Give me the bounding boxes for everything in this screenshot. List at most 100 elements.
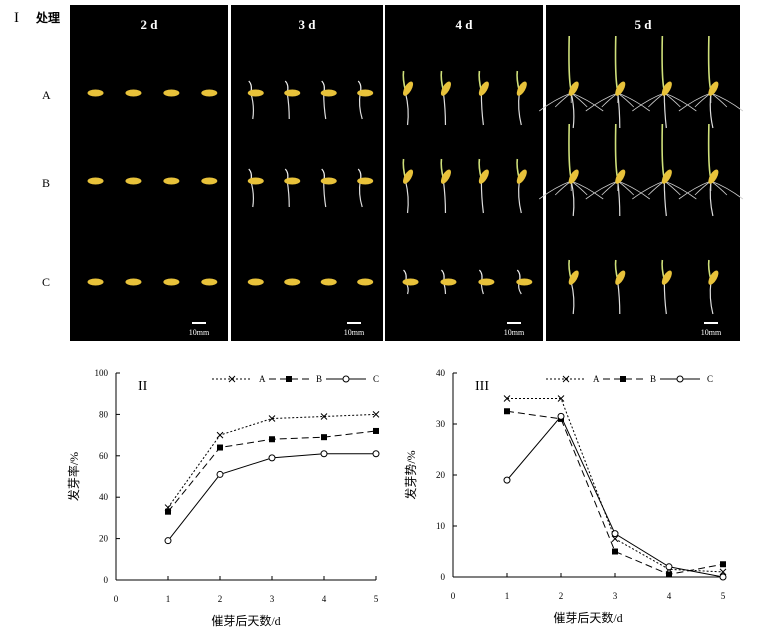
marker-x [320,413,328,420]
series-line [167,453,376,541]
seed [87,177,104,185]
marker-x [228,375,236,383]
legend-item-A: A [546,374,600,384]
x-tick-label: 0 [451,591,456,601]
x-tick-label: 4 [667,591,672,601]
seed [247,278,264,286]
panel-label: III [475,379,489,394]
seed [568,81,579,96]
marker-x [503,395,511,402]
seed [125,278,142,286]
seedling [357,278,374,286]
photo-background [70,5,228,341]
marker-circle [719,573,727,581]
seedling [516,158,527,214]
seedling [320,80,337,120]
seedling [661,259,672,315]
marker-circle [164,537,172,545]
legend-label: A [259,374,266,384]
row-label-a: A [42,88,51,102]
seed [403,169,414,184]
x-tick-label: 2 [559,591,564,601]
day-label: 4 d [456,17,474,32]
marker-square [373,427,379,434]
y-tick-label: 60 [99,451,109,461]
photo-panel-day-3: 3 d 10mm [231,5,383,341]
marker-x [216,431,224,439]
marker-square [504,408,510,415]
row-header: 处理 [35,10,60,25]
lateral-root [585,92,618,112]
marker-circle [665,563,673,571]
y-tick-label: 0 [441,572,446,582]
seedling [568,259,579,315]
seedling [440,70,451,126]
seedling [585,123,651,217]
root [442,180,447,214]
seedling [247,278,264,286]
row-label-c: C [42,275,50,289]
seedling [478,158,489,214]
seedling [440,269,457,295]
seedling [357,80,374,120]
seedling [632,123,697,217]
y-tick-label: 20 [99,534,109,544]
seed [615,169,626,184]
seed [478,169,489,184]
legend-label: B [650,374,656,384]
seedling [516,269,533,295]
x-tick-label: 1 [505,591,510,601]
series-line [167,413,377,508]
x-tick-label: 3 [613,591,618,601]
seed [87,89,104,97]
seed [615,81,626,96]
marker-x [611,535,619,543]
y-tick-label: 10 [436,521,446,531]
seedling [163,89,180,97]
seedling [440,158,451,214]
legend-item-C: C [326,374,379,384]
day-label: 5 d [635,17,653,32]
seed [125,89,142,97]
marker-square [666,571,672,578]
seedling [163,278,180,286]
chart-III: 0 10 20 30 40 0 1 2 3 4 5 III 催芽后天数/d 发芽势/% A B C [403,368,727,625]
x-tick-label: 1 [166,594,171,604]
seedling [402,70,414,126]
seed [125,177,142,185]
day-label: 3 d [299,17,317,32]
seedling [516,70,527,126]
y-tick-label: 100 [95,368,109,378]
seedling [201,177,218,185]
seed [708,169,719,184]
marker-circle [611,530,619,538]
marker-circle [342,375,350,383]
root [442,92,447,126]
y-axis-label: 发芽势/% [403,450,418,499]
seed [284,177,301,185]
panel-label: II [138,379,148,394]
root [570,281,575,315]
seedling [87,89,104,97]
seed [284,89,301,97]
seedling [125,177,142,185]
seed [440,81,451,96]
legend-label: C [707,374,713,384]
marker-x [372,411,380,418]
series-A [164,411,380,511]
seed [516,81,527,96]
seedling [201,89,218,97]
marker-square [612,548,618,555]
seedling [201,278,218,286]
marker-circle [503,476,511,484]
photo-panel-day-2: 2 d 10mm [70,5,228,341]
seedling [87,278,104,286]
seed [201,89,218,97]
seed [568,270,579,285]
seed [615,270,626,285]
seedling [402,158,414,214]
seedling [125,278,142,286]
series-line [506,410,724,575]
seed [403,81,414,96]
x-axis-label: 催芽后天数/d [553,610,622,625]
